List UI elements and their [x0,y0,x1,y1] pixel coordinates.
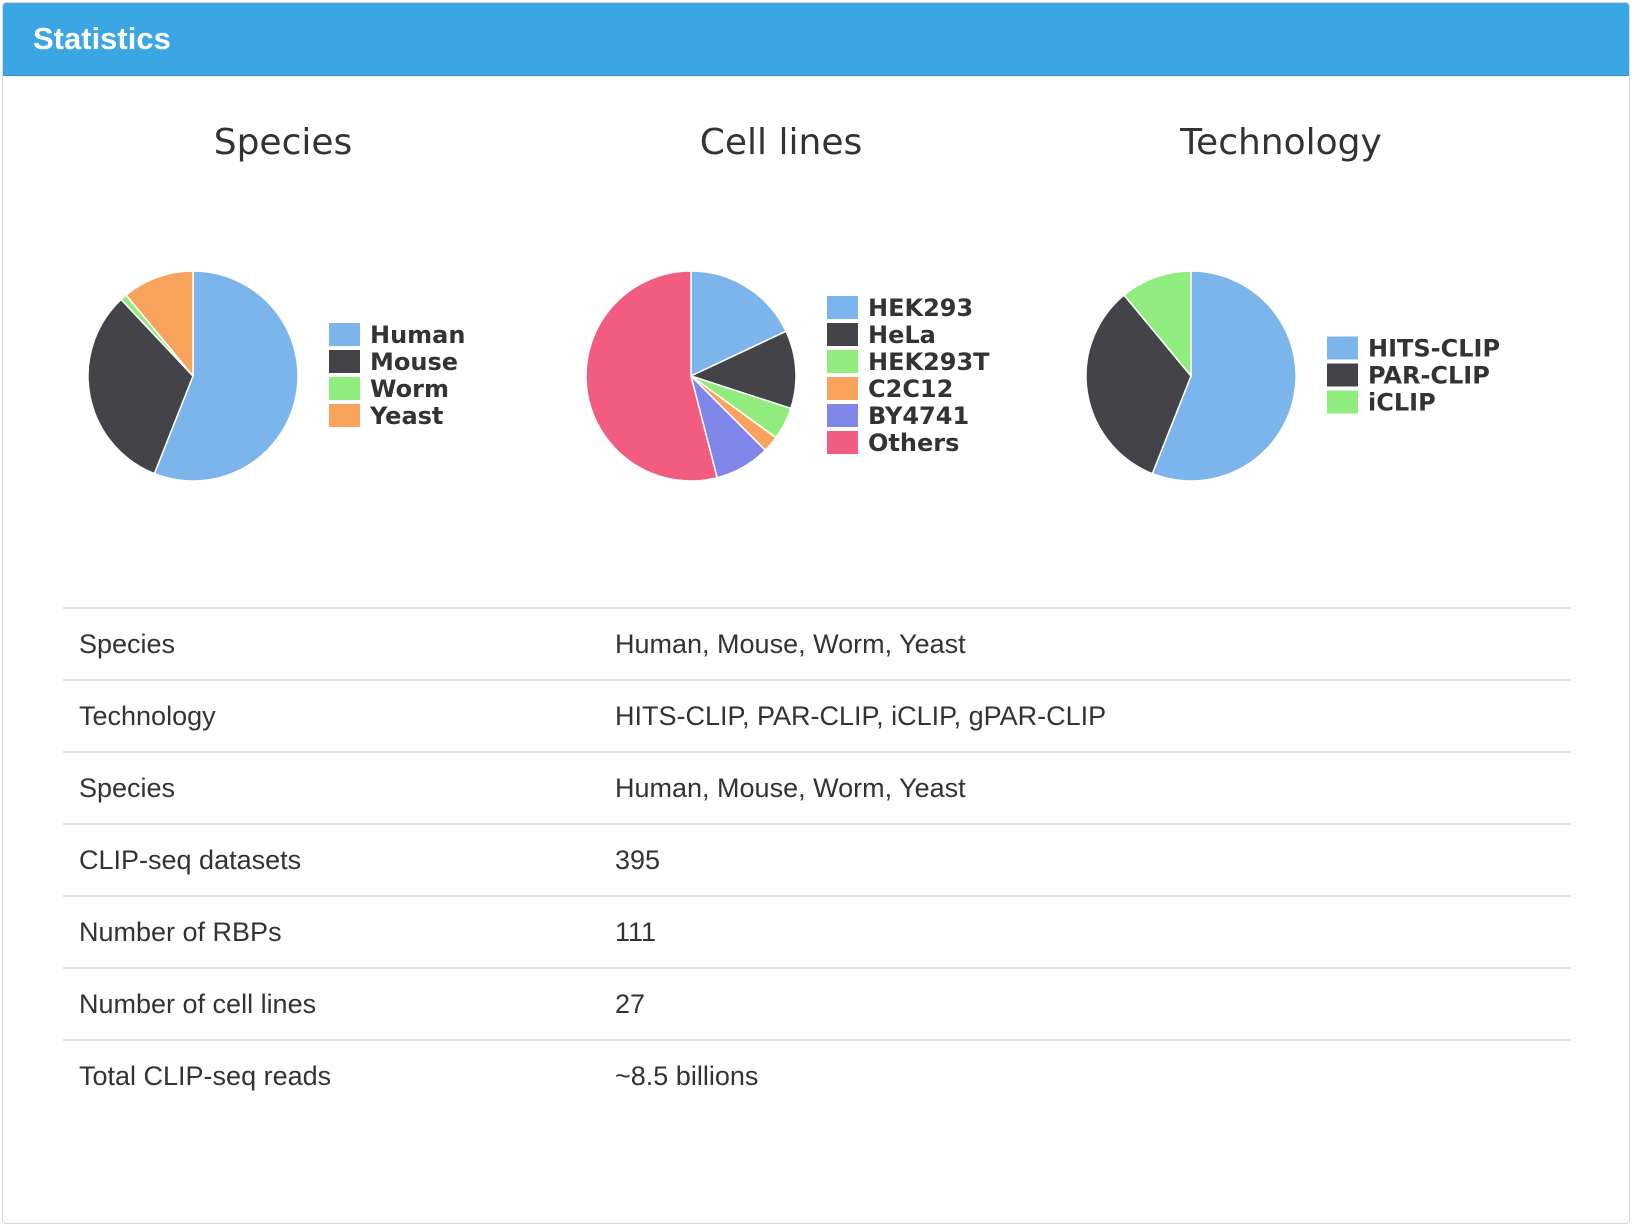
panel-heading: Statistics [3,3,1629,76]
legend-swatch-c2c12 [827,377,858,400]
stat-label: Species [63,751,599,824]
pie-slice-hek293[interactable] [690,270,787,377]
legend-swatch-others [827,431,858,454]
legend-item-yeast[interactable]: Yeast [369,402,443,430]
legend-item-iclip[interactable]: iCLIP [1368,389,1436,417]
legend-item-c2c12[interactable]: C2C12 [868,375,953,403]
legend-swatch-by4741 [827,404,858,427]
stat-label: CLIP-seq datasets [63,823,599,896]
pie-slice-hits-clip[interactable] [1151,270,1297,482]
legend-item-hek293t[interactable]: HEK293T [868,348,990,376]
table-row: Species Human, Mouse, Worm, Yeast [63,751,1571,824]
species-chart: Species Human Mouse Worm Yeast [33,76,553,596]
stat-value: HITS-CLIP, PAR-CLIP, iCLIP, gPAR-CLIP [599,679,1571,752]
pie-slice-iclip[interactable] [1123,270,1192,377]
stat-value: Human, Mouse, Worm, Yeast [599,751,1571,824]
cell-lines-pie-svg: Cell lines HEK293HeLaHEK293TC2C12BY4741Ot… [585,122,990,482]
legend-item-others[interactable]: Others [868,429,959,457]
legend-swatch-hek293t [827,350,858,373]
chart-title: Species [214,122,353,163]
chart-title: Cell lines [700,122,862,163]
stat-label: Species [63,607,599,680]
legend-swatch-iclip [1327,390,1358,414]
legend-item-by4741[interactable]: BY4741 [868,402,969,430]
pie-slice-mouse[interactable] [87,298,194,475]
pie-slice-par-clip[interactable] [1085,294,1192,475]
table-row: Number of RBPs 111 [63,895,1571,968]
cell-lines-chart: Cell lines HEK293 HeLa HEK293T C2C12 BY4741 Ot… [531,76,1051,596]
legend-swatch-hits-clip [1327,336,1358,360]
stat-label: Number of cell lines [63,967,599,1040]
legend-item-mouse[interactable]: Mouse [370,348,458,376]
technology-chart: Technology HITS-CLIP PAR-CLIP iCLIP [1031,76,1551,596]
pie-slice-human[interactable] [153,270,299,482]
pie-slice-others[interactable] [585,270,718,482]
legend-item-human[interactable]: Human [370,321,465,349]
table-row: Technology HITS-CLIP, PAR-CLIP, iCLIP, gP… [63,679,1571,752]
legend-item-worm[interactable]: Worm [370,375,449,403]
pie-slice-yeast[interactable] [125,270,194,377]
legend-swatch-worm [329,377,360,400]
stat-value: ~8.5 billions [599,1039,1571,1112]
legend-item-hek293[interactable]: HEK293 [868,294,973,322]
table-row: Total CLIP-seq reads ~8.5 billions [63,1039,1571,1112]
table-row: CLIP-seq datasets 395 [63,823,1571,896]
legend-item-par-clip[interactable]: PAR-CLIP [1368,362,1490,390]
legend-swatch-human [329,323,360,346]
legend-swatch-mouse [329,350,360,373]
legend-item-hits-clip[interactable]: HITS-CLIP [1368,335,1500,363]
stat-label: Total CLIP-seq reads [63,1039,599,1112]
stat-label: Number of RBPs [63,895,599,968]
stat-value: 395 [599,823,1571,896]
legend-swatch-yeast [329,404,360,427]
stat-value: 111 [599,895,1571,968]
panel-title: Statistics [33,21,171,56]
charts-row: Species Human Mouse Worm Yeast Cell lines HEK… [3,76,1629,596]
pie-slice-hela[interactable] [690,330,797,410]
legend-item-hela[interactable]: HeLa [868,321,936,349]
stat-label: Technology [63,679,599,752]
stat-value: 27 [599,967,1571,1040]
table-row: Number of cell lines 27 [63,967,1571,1040]
table-row: Species Human, Mouse, Worm, Yeast [63,607,1571,680]
legend-swatch-hela [827,323,858,346]
legend-swatch-par-clip [1327,363,1358,387]
stat-value: Human, Mouse, Worm, Yeast [599,607,1571,680]
stats-table: Species Human, Mouse, Worm, Yeast Technolo… [63,607,1571,1112]
chart-title: Technology [1179,122,1382,163]
legend-swatch-hek293 [827,296,858,319]
